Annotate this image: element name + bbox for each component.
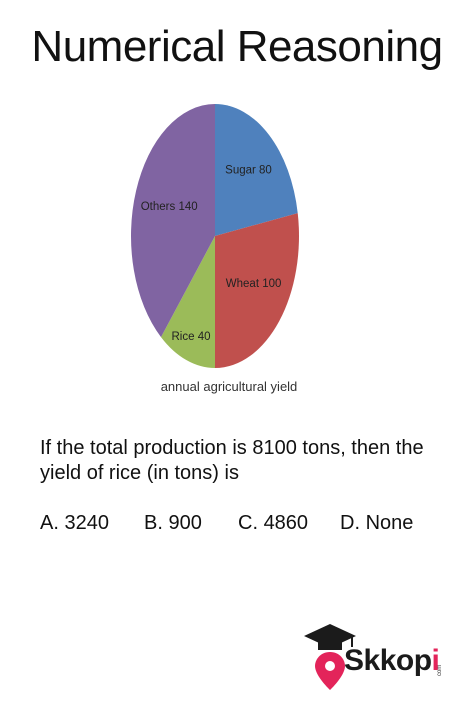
pie-slice-rice (161, 236, 215, 368)
page-title: Numerical Reasoning (31, 22, 443, 71)
pie-chart: Sugar 80 Wheat 100 Rice 40 Others 140 annua… (131, 104, 299, 394)
option-a[interactable]: A. 3240 (40, 512, 109, 534)
slice-label-sugar: Sugar 80 (225, 164, 272, 176)
logo-graphic: com (304, 624, 443, 690)
pie-slice-sugar (215, 104, 298, 236)
logo-wordmark: Skkopi (344, 644, 440, 677)
graduation-cap-icon (304, 624, 356, 648)
pie-slice-wheat (215, 213, 299, 368)
svg-text:com: com (437, 665, 443, 676)
slice-label-wheat: Wheat 100 (226, 278, 282, 290)
question-text: If the total production is 8100 tons, th… (40, 437, 424, 484)
option-b[interactable]: B. 900 (144, 512, 202, 534)
chart-caption: annual agricultural yield (161, 379, 298, 394)
option-d[interactable]: D. None (340, 512, 414, 534)
option-c[interactable]: C. 4860 (238, 512, 309, 534)
slice-label-others: Others 140 (141, 201, 198, 213)
slice-label-rice: Rice 40 (172, 331, 211, 343)
pie-slice-others (131, 104, 215, 338)
skkopi-logo: com Skkopi (300, 614, 450, 694)
